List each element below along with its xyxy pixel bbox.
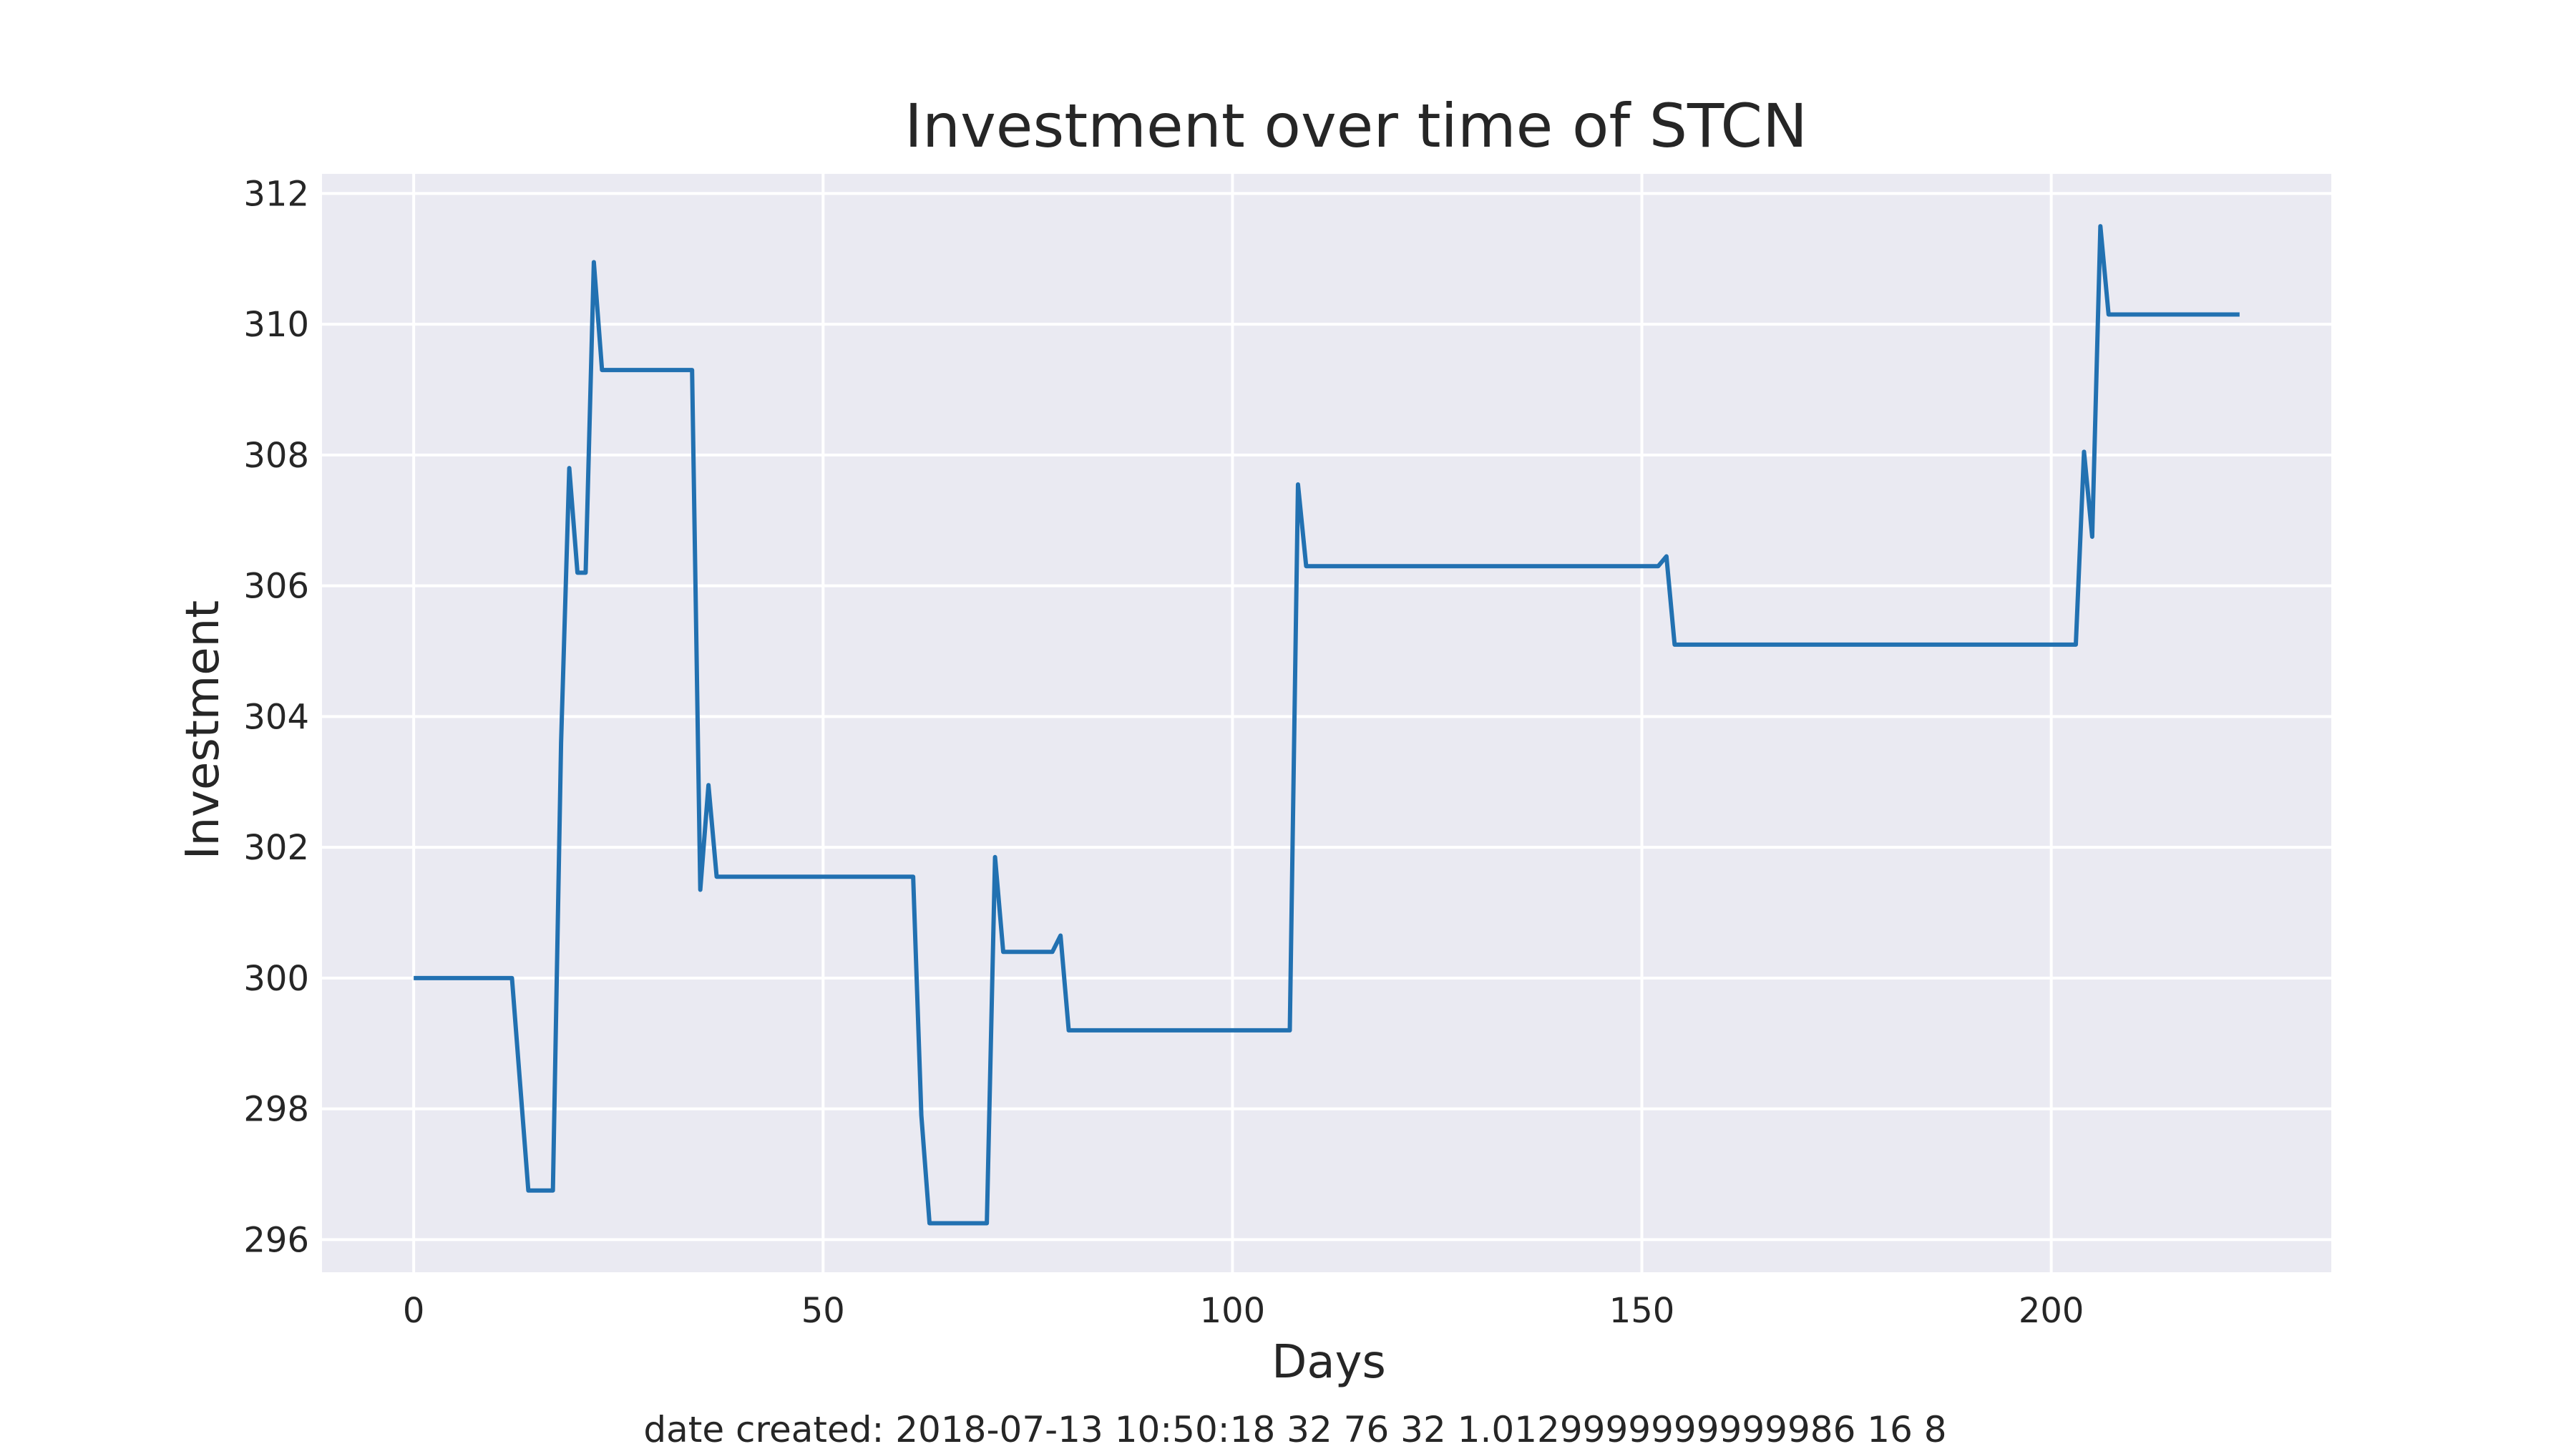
y-axis-label: Investment bbox=[177, 600, 230, 860]
y-tick-label: 298 bbox=[243, 1090, 309, 1130]
x-tick-label: 0 bbox=[403, 1291, 425, 1331]
x-tick-label: 150 bbox=[1609, 1291, 1675, 1331]
y-tick-label: 302 bbox=[243, 828, 309, 868]
y-tick-label: 306 bbox=[243, 567, 309, 607]
y-tick-label: 296 bbox=[243, 1220, 309, 1260]
grid bbox=[322, 174, 2331, 1272]
chart-title: Investment over time of STCN bbox=[904, 91, 1807, 161]
x-tick-label: 200 bbox=[2019, 1291, 2084, 1331]
plot-area bbox=[322, 174, 2331, 1272]
y-tick-label: 300 bbox=[243, 959, 309, 999]
x-axis-label: Days bbox=[1272, 1336, 1386, 1389]
y-tick-label: 310 bbox=[243, 305, 309, 345]
tick-labels: 0 50 100 150 200 296 298 300 302 304 306 308 310 312 bbox=[243, 174, 2084, 1331]
series-line bbox=[414, 224, 2240, 1226]
y-tick-label: 312 bbox=[243, 174, 309, 214]
x-tick-label: 100 bbox=[1200, 1291, 1266, 1331]
y-tick-label: 308 bbox=[243, 436, 309, 476]
x-tick-label: 50 bbox=[801, 1291, 845, 1331]
series-layer bbox=[414, 224, 2240, 1226]
date-created-footer: date created: 2018-07-13 10:50:18 32 76 … bbox=[643, 1409, 1946, 1449]
y-tick-label: 304 bbox=[243, 697, 309, 737]
